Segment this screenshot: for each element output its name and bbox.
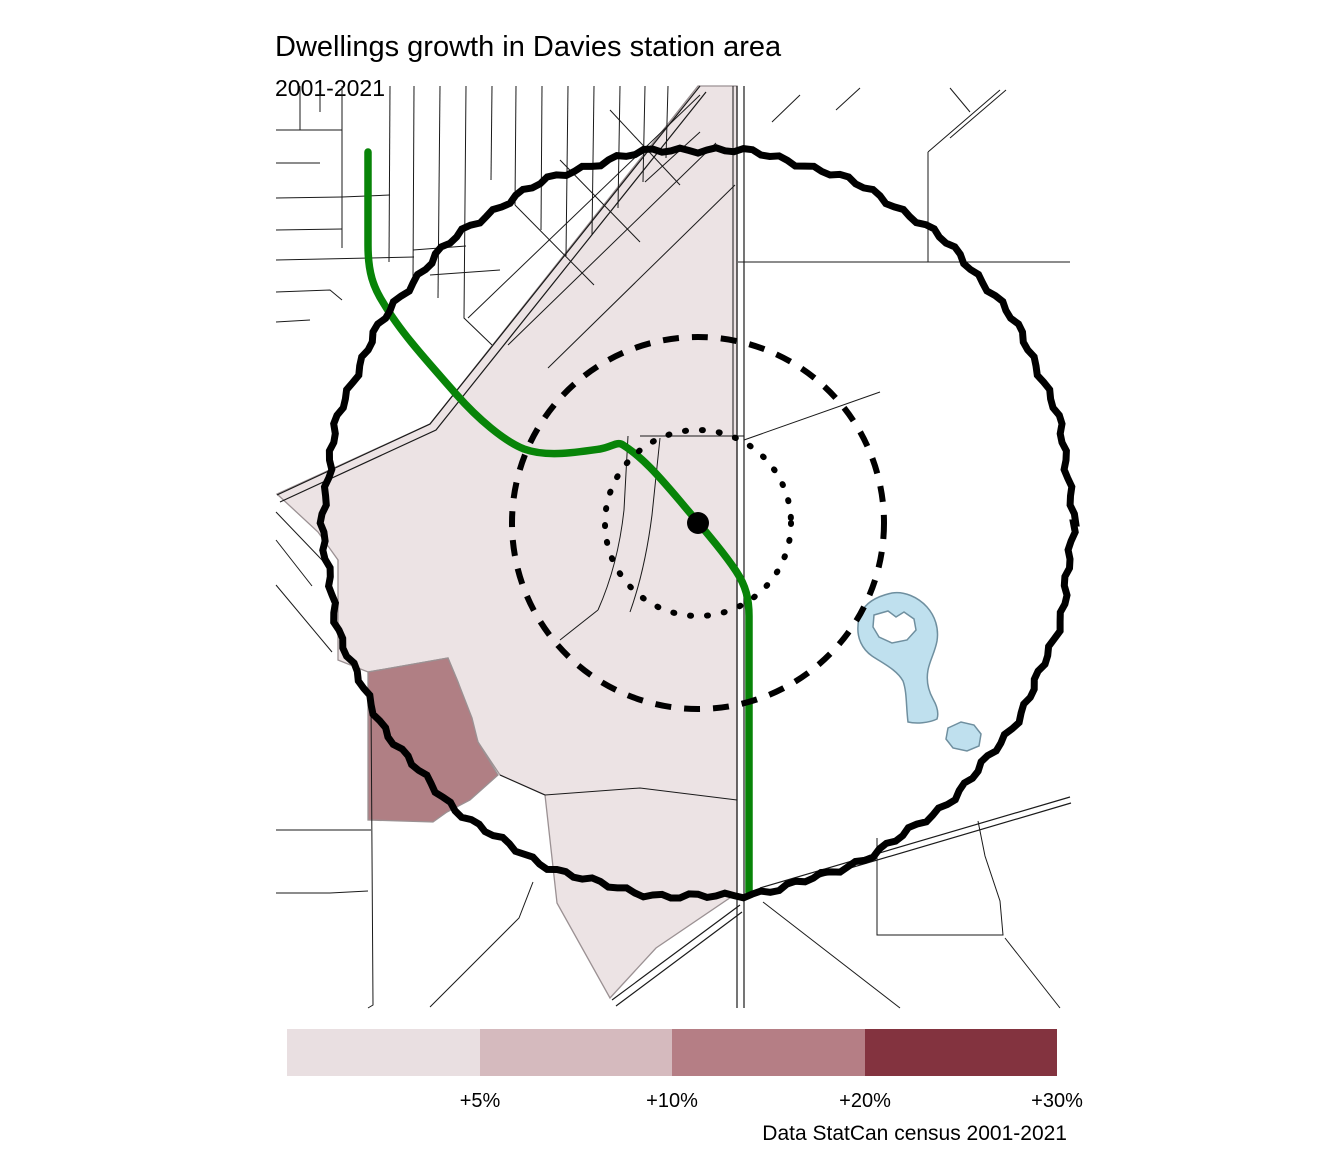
road (275, 228, 343, 231)
road (597, 435, 629, 611)
station-rings-layer (316, 144, 1080, 902)
road (544, 787, 738, 801)
road (514, 85, 517, 206)
road (490, 85, 493, 181)
railway (615, 911, 743, 1007)
road (275, 511, 323, 561)
road (665, 85, 669, 159)
legend-label-30pct: +30% (1031, 1090, 1083, 1112)
road (949, 87, 971, 113)
legend-swatch-20pct (672, 1029, 865, 1076)
water-layer (857, 591, 982, 752)
road (429, 881, 534, 1008)
road (629, 437, 661, 613)
legend-label-10pct: +10% (646, 1090, 698, 1112)
road (835, 87, 861, 111)
transit-line (364, 148, 753, 896)
road (949, 89, 1007, 139)
road (276, 86, 301, 131)
road (540, 85, 543, 231)
road (743, 391, 881, 441)
legend-labels: +5% +10% +20% +30% (287, 1090, 1083, 1116)
road (644, 131, 701, 183)
legend-bar (287, 1029, 1057, 1076)
road (927, 89, 1001, 153)
road (467, 94, 701, 319)
legend-swatch-30pct (864, 1029, 1057, 1076)
road (463, 85, 493, 346)
road (275, 539, 313, 587)
road (437, 85, 441, 299)
road (591, 85, 595, 236)
road (276, 890, 369, 894)
parcel-medium (367, 657, 499, 823)
road (771, 94, 801, 123)
road (275, 289, 343, 301)
road (275, 256, 415, 261)
road (642, 85, 646, 183)
parcel-layer (275, 85, 738, 1000)
legend-label-20pct: +20% (839, 1090, 891, 1112)
road (388, 85, 391, 263)
railway (611, 904, 741, 1001)
road (412, 85, 415, 281)
figure-title: Dwellings growth in Davies station area (275, 31, 782, 64)
road (275, 319, 311, 323)
road (275, 196, 343, 199)
road (499, 774, 546, 796)
legend-swatch-5pct (287, 1029, 480, 1076)
railway (759, 796, 1071, 889)
inner-ring (602, 427, 794, 619)
station-dot (687, 512, 709, 534)
road (559, 609, 599, 641)
road (762, 901, 901, 1009)
road (876, 820, 1004, 936)
road (275, 584, 333, 653)
legend-label-5pct: +5% (459, 1090, 501, 1112)
transit-line-layer (364, 148, 753, 896)
middle-ring (509, 334, 887, 712)
road (1004, 937, 1061, 1009)
figure-subtitle: 2001-2021 (275, 75, 385, 102)
road (429, 269, 501, 276)
road (507, 142, 717, 346)
road-layer (275, 85, 1072, 1009)
source-caption: Data StatCan census 2001-2021 (762, 1122, 1067, 1145)
lake (857, 591, 939, 724)
road (514, 204, 595, 286)
road (547, 184, 736, 369)
road (367, 699, 374, 1009)
outer-walkshed-ring (316, 144, 1080, 902)
lake-island (872, 610, 917, 644)
legend-swatch-10pct (479, 1029, 672, 1076)
pond (945, 721, 982, 752)
road (565, 85, 569, 257)
parcel-light (275, 85, 738, 1000)
